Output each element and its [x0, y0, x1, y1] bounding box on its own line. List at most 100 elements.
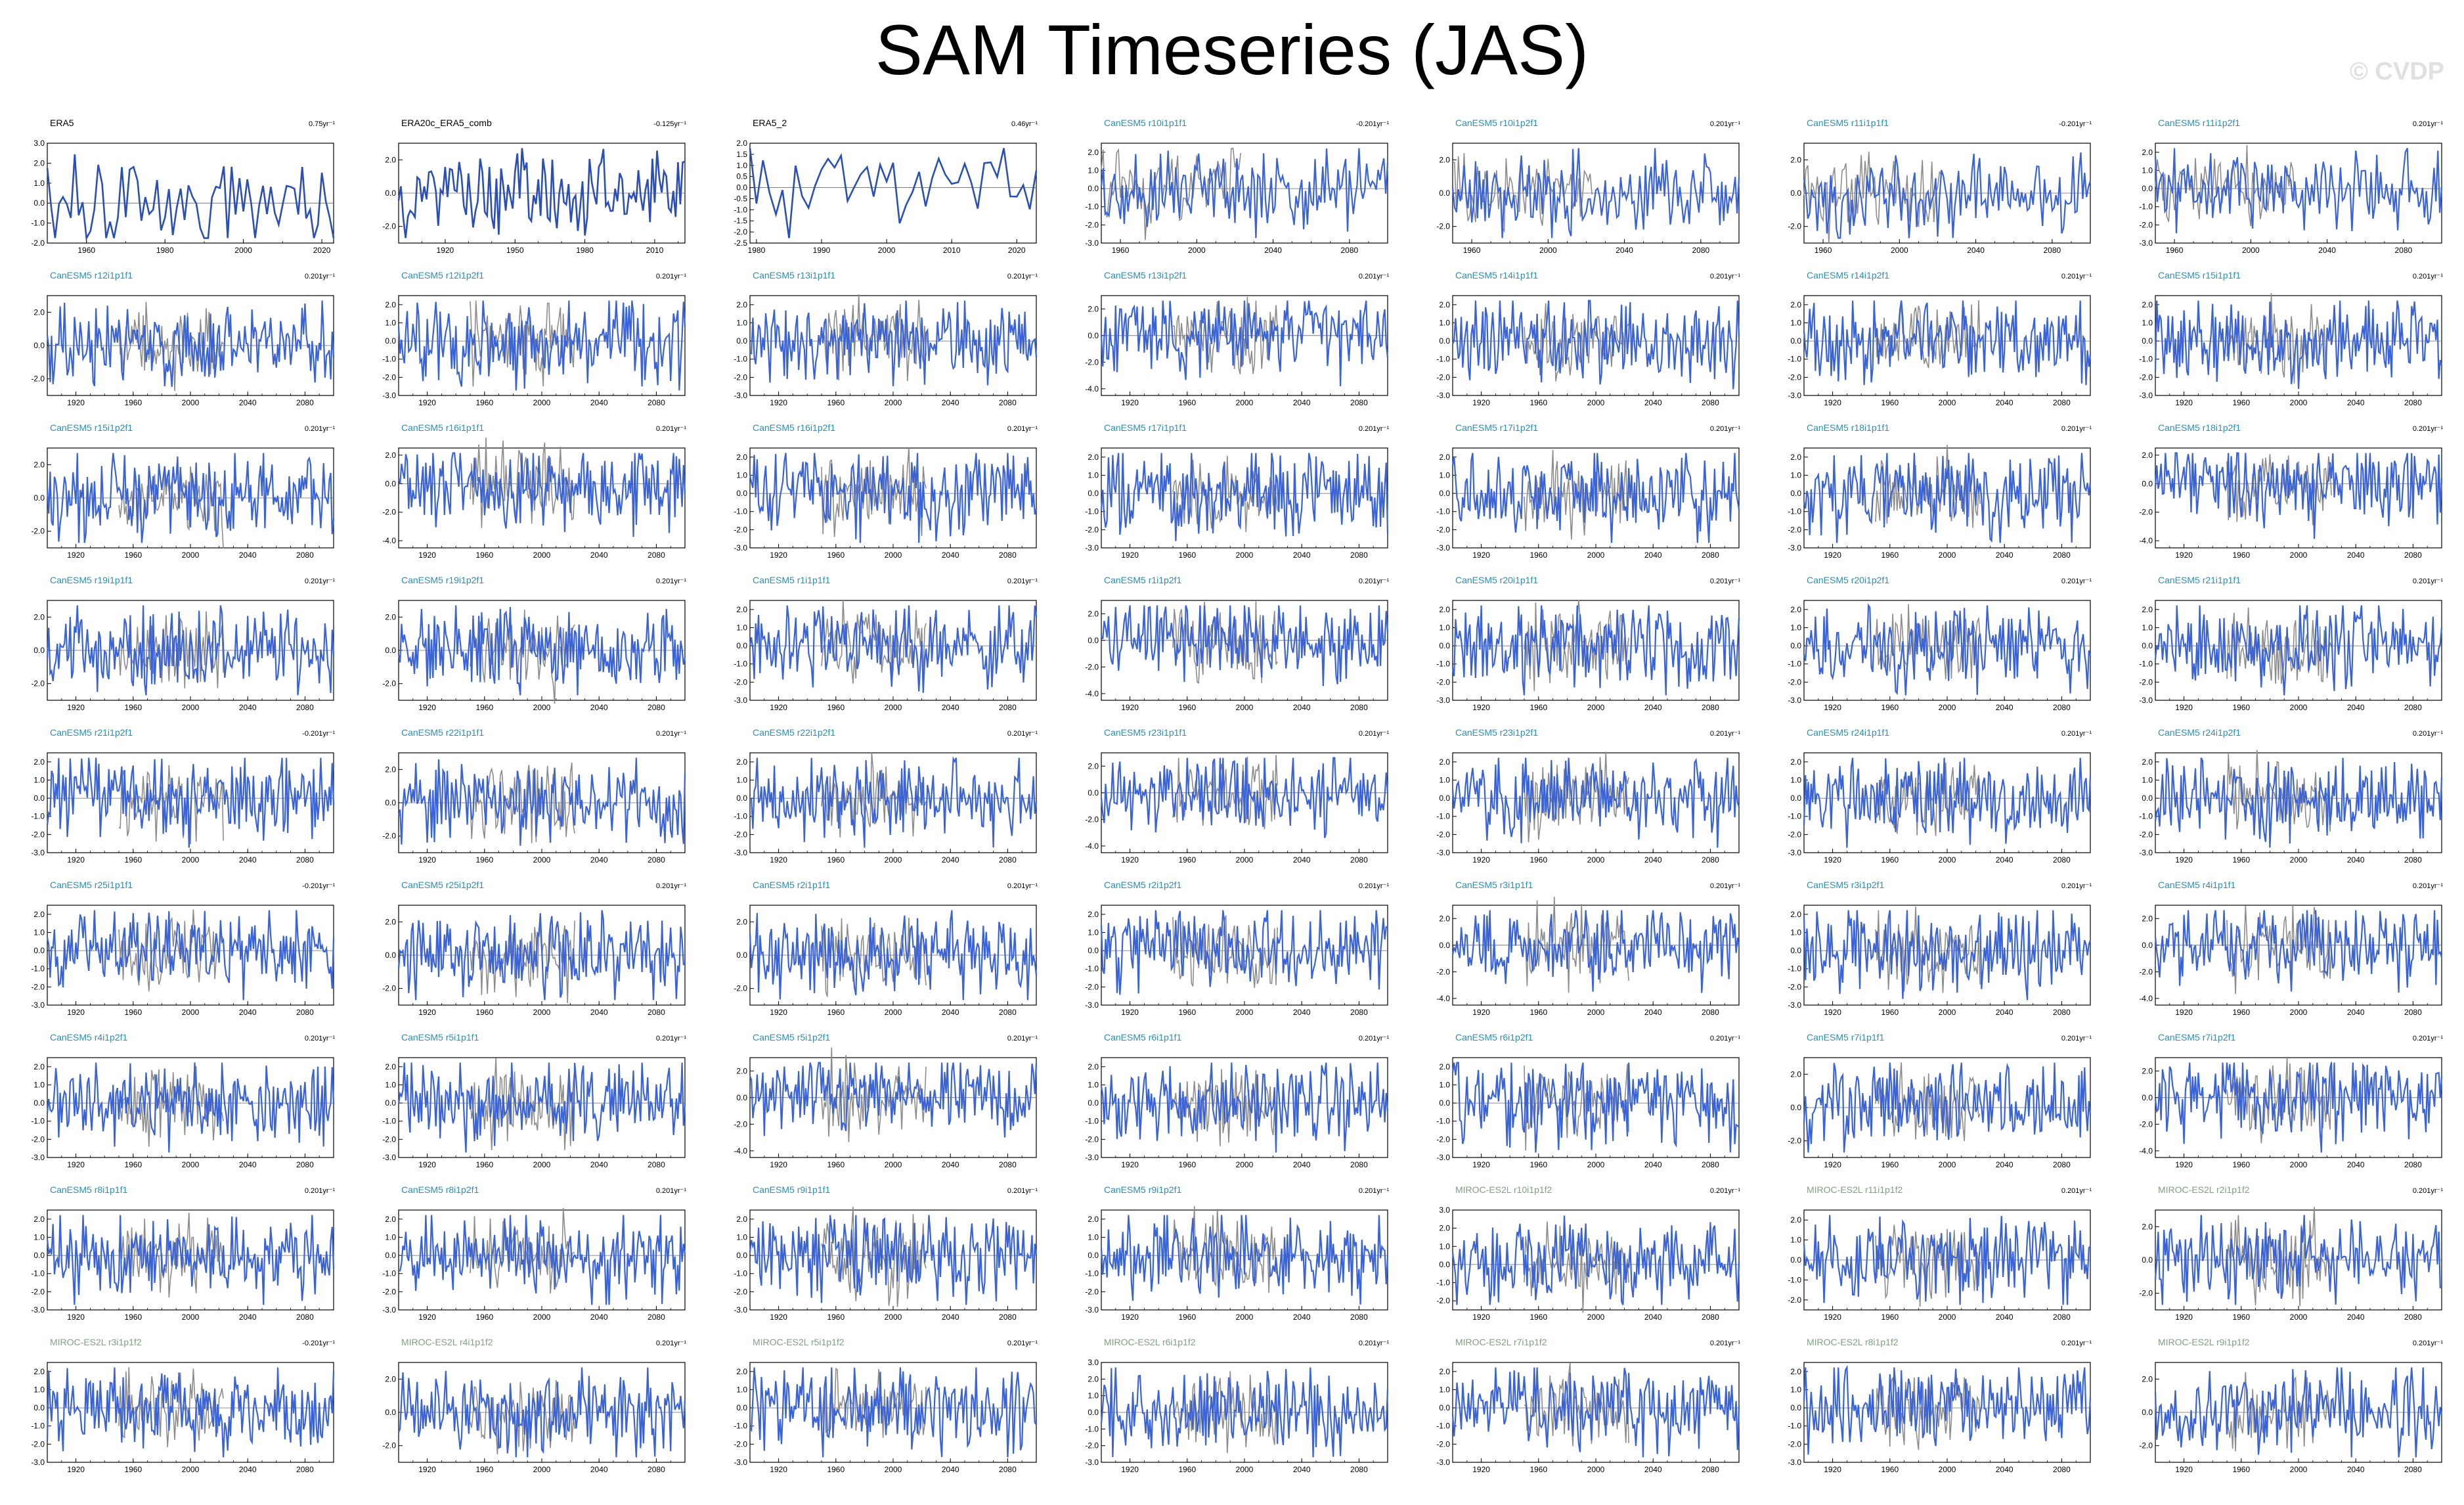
- panel-plot: 2.0 1.0 0.0 -1.0 -2.0 -3.0 1920 1960 2000 2040 208…: [2139, 600, 2443, 712]
- panel-plot: 2.0 1.0 0.0 -1.0 -2.0 -3.0 1920 1960 2000 2040 208…: [1436, 1057, 1740, 1169]
- x-tick-label: 2080: [1702, 398, 1719, 407]
- trend-label: 0.201yr⁻¹: [2412, 577, 2443, 585]
- y-tick-label: -2.0: [31, 1287, 45, 1296]
- x-tick-label: 2000: [1587, 855, 1605, 865]
- y-tick-label: 0.0: [1790, 1255, 1801, 1265]
- y-tick-label: -2.0: [31, 1134, 45, 1144]
- x-tick-label: 2000: [2290, 1465, 2308, 1474]
- panel-plot: 2.0 1.0 0.0 -1.0 -2.0 -3.0 1920 1960 2000 2040 208…: [1436, 600, 1740, 712]
- x-tick-label: 1960: [1178, 1160, 1196, 1169]
- series-line: [749, 148, 1038, 238]
- y-tick-label: 2.0: [736, 917, 747, 926]
- x-tick-label: 2080: [648, 1313, 665, 1322]
- panel: CanESM5 r24i1p2f1 0.201yr⁻¹ 2.0 1.0 0.0 -1.0 -…: [2121, 727, 2450, 869]
- x-tick-label: 2080: [648, 855, 665, 865]
- series-line: [2154, 1215, 2442, 1305]
- y-tick-label: 1.0: [1088, 470, 1099, 480]
- x-tick-label: 1960: [1815, 246, 1832, 255]
- observed-series-line: [1524, 897, 1629, 993]
- x-tick-label: 2040: [942, 1008, 959, 1017]
- panel-title: CanESM5 r1i1p2f1: [1104, 575, 1182, 585]
- x-tick-label: 2000: [234, 246, 252, 255]
- panel: CanESM5 r17i1p1f1 0.201yr⁻¹ 2.0 1.0 0.0 -1.0 -…: [1067, 422, 1396, 564]
- y-tick-label: 1.0: [1439, 1385, 1450, 1394]
- panel-title: CanESM5 r23i1p1f1: [1104, 727, 1187, 738]
- y-tick-label: 1.0: [1790, 318, 1801, 327]
- y-tick-label: 3.0: [1439, 1205, 1450, 1215]
- x-tick-label: 1920: [1824, 1465, 1841, 1474]
- x-tick-label: 1960: [2232, 550, 2250, 560]
- x-tick-label: 2080: [2053, 1160, 2071, 1169]
- x-tick-label: 1920: [1121, 550, 1139, 560]
- panel-plot: 2.0 1.0 0.0 -1.0 -2.0 -3.0 1920 1960 2000 2040 208…: [734, 600, 1038, 712]
- y-tick-label: 2.0: [33, 1367, 45, 1376]
- y-tick-label: -2.0: [1788, 372, 1801, 382]
- y-tick-label: -2.0: [382, 832, 396, 841]
- x-tick-label: 2040: [2347, 1160, 2365, 1169]
- x-tick-label: 2040: [1293, 703, 1311, 712]
- x-tick-label: 2000: [182, 1008, 200, 1017]
- x-tick-label: 1960: [827, 550, 845, 560]
- y-tick-label: 0.0: [1088, 946, 1099, 955]
- trend-label: 0.201yr⁻¹: [655, 1339, 686, 1347]
- x-tick-label: 1960: [2232, 1160, 2250, 1169]
- panel: CanESM5 r24i1p1f1 0.201yr⁻¹ 2.0 1.0 0.0 -1.0 -…: [1770, 727, 2098, 869]
- y-tick-label: 2.0: [33, 757, 45, 767]
- panel: CanESM5 r6i1p2f1 0.201yr⁻¹ 2.0 1.0 0.0 -1.0 -2…: [1419, 1032, 1747, 1174]
- trend-label: 0.201yr⁻¹: [655, 577, 686, 585]
- x-tick-label: 2000: [1236, 550, 1254, 560]
- y-tick-label: -2.0: [31, 374, 45, 384]
- y-tick-label: 0.0: [1088, 489, 1099, 498]
- series-line: [46, 1367, 335, 1458]
- panel: CanESM5 r11i1p1f1 -0.201yr⁻¹ 2.0 0.0 -2.0 196…: [1770, 118, 2098, 259]
- y-tick-label: 2.0: [385, 1062, 396, 1071]
- y-tick-label: -1.0: [1085, 507, 1099, 516]
- trend-label: 0.201yr⁻¹: [1007, 273, 1038, 281]
- panel-plot: 2.0 0.0 -2.0 1920 1960 2000 2040 2080: [31, 295, 335, 407]
- x-tick-label: 2000: [1587, 1313, 1605, 1322]
- x-tick-label: 2000: [1587, 1465, 1605, 1474]
- y-tick-label: -4.0: [2139, 1146, 2153, 1156]
- x-tick-label: 2040: [239, 1160, 257, 1169]
- x-tick-label: 2000: [1939, 1008, 1956, 1017]
- y-tick-label: 2.0: [2142, 148, 2153, 157]
- x-tick-label: 1960: [2232, 398, 2250, 407]
- panel-plot: 2.0 0.0 -2.0 1920 1960 2000 2040 2080: [382, 905, 686, 1017]
- x-tick-label: 2000: [1891, 246, 1908, 255]
- y-tick-label: -2.0: [1085, 1441, 1099, 1450]
- y-tick-label: 1.0: [385, 1080, 396, 1089]
- y-tick-label: 1.0: [33, 1385, 45, 1394]
- y-tick-label: -3.0: [734, 848, 747, 857]
- panel-plot: 2.0 0.0 -2.0 1920 1960 2000 2040 2080: [2139, 1362, 2443, 1474]
- y-tick-label: 1.0: [736, 1232, 747, 1242]
- panel: CanESM5 r12i1p1f1 0.201yr⁻¹ 2.0 0.0 -2.0 1920…: [13, 270, 341, 412]
- x-tick-label: 1960: [124, 1008, 142, 1017]
- panel-plot: 2.0 1.0 0.0 -1.0 -2.0 -3.0 1920 1960 2000 2040 208…: [2139, 293, 2443, 407]
- x-tick-label: 2080: [1350, 1160, 1368, 1169]
- y-tick-label: 1.0: [1088, 928, 1099, 937]
- x-tick-label: 2040: [239, 550, 257, 560]
- x-tick-label: 2000: [2290, 855, 2308, 865]
- y-tick-label: 0.0: [1790, 641, 1801, 650]
- panel-title: CanESM5 r3i1p2f1: [1807, 880, 1885, 890]
- y-tick-label: -3.0: [1788, 848, 1801, 857]
- panel-title: CanESM5 r11i1p1f1: [1807, 118, 1889, 128]
- x-tick-label: 1920: [2175, 398, 2193, 407]
- y-tick-label: 2.0: [385, 917, 396, 926]
- x-tick-label: 2080: [1692, 246, 1710, 255]
- panel-plot: 2.0 0.0 -2.0 1920 1950 1980 2010: [382, 143, 686, 255]
- y-tick-label: 2.0: [385, 1374, 396, 1383]
- x-tick-label: 1960: [2232, 1465, 2250, 1474]
- x-tick-label: 1960: [124, 398, 142, 407]
- y-tick-label: -1.0: [31, 1422, 45, 1431]
- y-tick-label: -1.0: [734, 205, 747, 214]
- y-tick-label: -1.0: [382, 1269, 396, 1278]
- y-tick-label: 0.0: [385, 798, 396, 807]
- trend-label: 0.201yr⁻¹: [2412, 1187, 2443, 1195]
- x-tick-label: 1960: [827, 1008, 845, 1017]
- x-tick-label: 1920: [1824, 703, 1841, 712]
- x-tick-label: 2000: [1939, 1160, 1956, 1169]
- x-tick-label: 1960: [475, 1313, 493, 1322]
- x-tick-label: 2000: [2290, 1008, 2308, 1017]
- x-tick-label: 2080: [296, 1008, 314, 1017]
